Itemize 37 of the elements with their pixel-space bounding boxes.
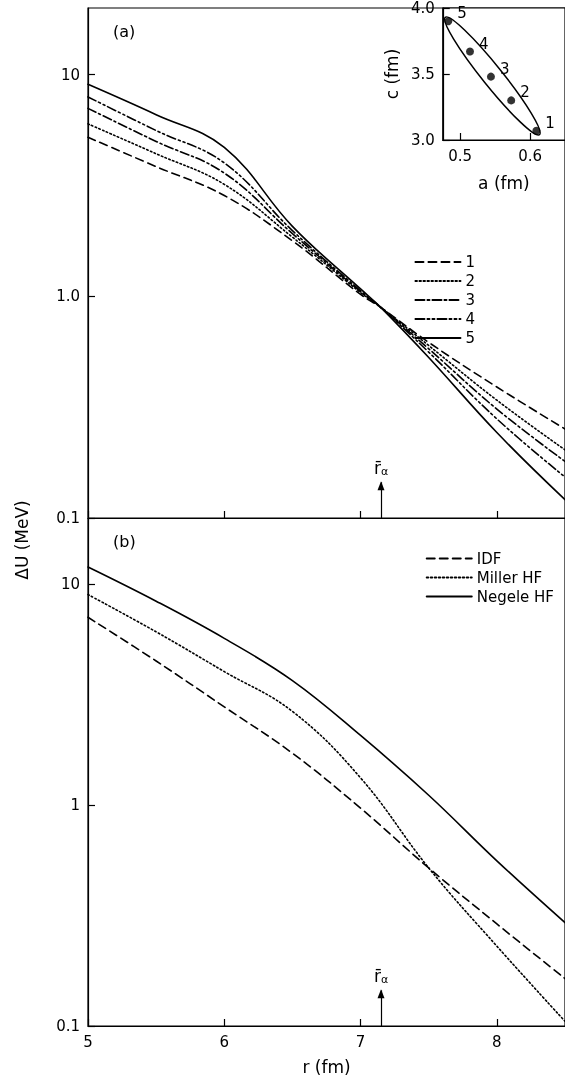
legend-label: IDF [476, 549, 502, 568]
y-tick-label: 3.0 [410, 131, 435, 149]
legend-label: 5 [465, 329, 475, 347]
y-axis-title: ΔU (MeV) [12, 500, 32, 580]
text: (a) [113, 21, 136, 41]
x-tick-label: 5 [83, 1032, 93, 1051]
x-tick-label: 8 [492, 1032, 502, 1051]
legend-label: Miller HF [476, 568, 543, 587]
legend-label: 4 [465, 310, 475, 328]
x-axis-title: a (fm) [478, 172, 530, 193]
y-axis-title: c (fm) [381, 48, 402, 100]
y-tick-label: 10 [60, 65, 80, 84]
y-tick-label: 0.1 [56, 1017, 80, 1035]
text: (b) [113, 531, 136, 551]
annotation: 1 [545, 113, 555, 132]
point [466, 47, 474, 56]
annotation: 3 [499, 59, 510, 78]
legend-label: 1 [465, 253, 475, 271]
legend-label: Negele HF [476, 587, 555, 606]
point [486, 72, 495, 81]
annotation: 5 [457, 4, 467, 23]
x-tick-label: 7 [355, 1032, 366, 1051]
y-tick-label: 1.0 [56, 287, 80, 306]
y-tick-label: 0.1 [56, 509, 80, 527]
x-tick-label: 6 [219, 1032, 230, 1051]
x-axis-title: r (fm) [302, 1056, 351, 1077]
point [507, 96, 516, 105]
legend-label: 2 [465, 272, 475, 290]
annotation: 2 [520, 83, 530, 102]
legend-label: 3 [465, 291, 475, 309]
x-tick-label: 0.6 [518, 146, 542, 165]
y-tick-label: 3.5 [410, 65, 435, 83]
x-tick-label: 0.5 [448, 146, 473, 165]
y-tick-label: 4.0 [410, 0, 435, 17]
y-tick-label: 1 [70, 796, 80, 815]
y-tick-label: 10 [60, 575, 80, 594]
annotation: 4 [479, 34, 489, 53]
